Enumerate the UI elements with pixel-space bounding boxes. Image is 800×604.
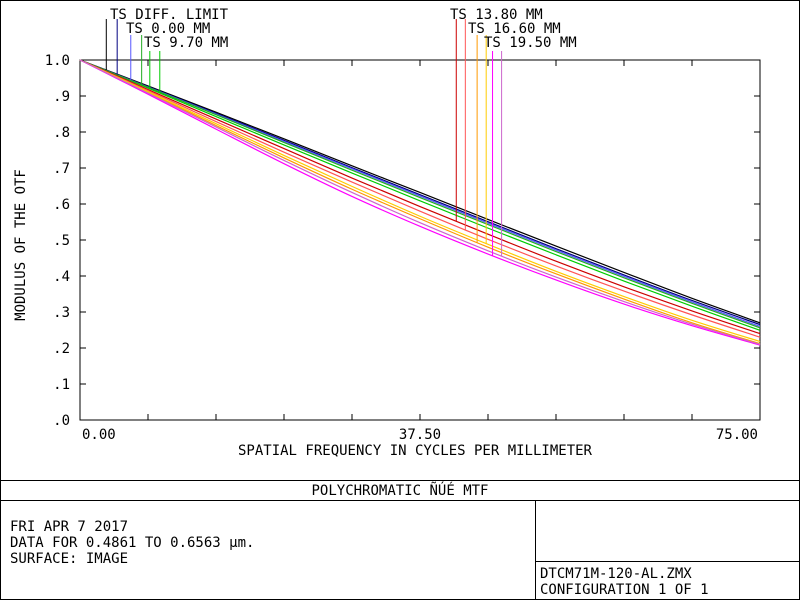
grid <box>80 60 760 420</box>
series-line <box>79 59 761 346</box>
plot-frame <box>79 59 761 421</box>
footer-date: FRI APR 7 2017 <box>10 519 128 535</box>
legend-label: TS 16.60 MM <box>468 21 561 37</box>
y-tick-label: .0 <box>53 413 70 429</box>
legend-label: TS 19.50 MM <box>484 35 577 51</box>
y-tick-label: 1.0 <box>45 53 70 69</box>
y-tick-label: .3 <box>53 305 70 321</box>
y-tick-label: .2 <box>53 341 70 357</box>
footer-file: DTCM71M-120-AL.ZMX <box>540 566 692 582</box>
legend-label: TS 0.00 MM <box>126 21 210 37</box>
footer-data-range: DATA FOR 0.4861 TO 0.6563 μm. <box>10 535 254 551</box>
series-line <box>79 59 761 338</box>
y-tick-label: .5 <box>53 233 70 249</box>
series-line <box>79 59 761 335</box>
y-tick-label: .9 <box>53 89 70 105</box>
series-line <box>79 59 761 327</box>
y-tick-label: .1 <box>53 377 70 393</box>
series-line <box>79 59 761 345</box>
legend-label: TS DIFF. LIMIT <box>110 7 229 23</box>
x-tick-label: 75.00 <box>716 427 758 443</box>
x-tick-label: 37.50 <box>399 427 441 443</box>
legend-label: TS 13.80 MM <box>450 7 543 23</box>
series-layer <box>79 59 761 346</box>
series-line <box>79 59 761 324</box>
y-tick-label: .7 <box>53 161 70 177</box>
series-line <box>79 59 761 345</box>
footer-configuration: CONFIGURATION 1 OF 1 <box>540 582 709 598</box>
y-tick-label: .4 <box>53 269 70 285</box>
series-line <box>79 59 761 343</box>
series-line <box>79 59 761 331</box>
x-tick-label: 0.00 <box>82 427 116 443</box>
tick-labels: .0 .1 .2 .3 .4 .5 .6 .7 .8 .9 1.0 0.00 37.50 75.00 <box>45 53 758 443</box>
x-axis-label: SPATIAL FREQUENCY IN CYCLES PER MILLIMET… <box>238 443 593 459</box>
y-axis-label: MODULUS OF THE OTF <box>13 169 29 321</box>
series-line <box>79 59 761 329</box>
legend-label: TS 9.70 MM <box>144 35 228 51</box>
footer-surface: SURFACE: IMAGE <box>10 551 128 567</box>
footer-title: POLYCHROMATIC ÑÚÉ MTF <box>311 481 488 499</box>
y-tick-label: .6 <box>53 197 70 213</box>
y-tick-label: .8 <box>53 125 70 141</box>
